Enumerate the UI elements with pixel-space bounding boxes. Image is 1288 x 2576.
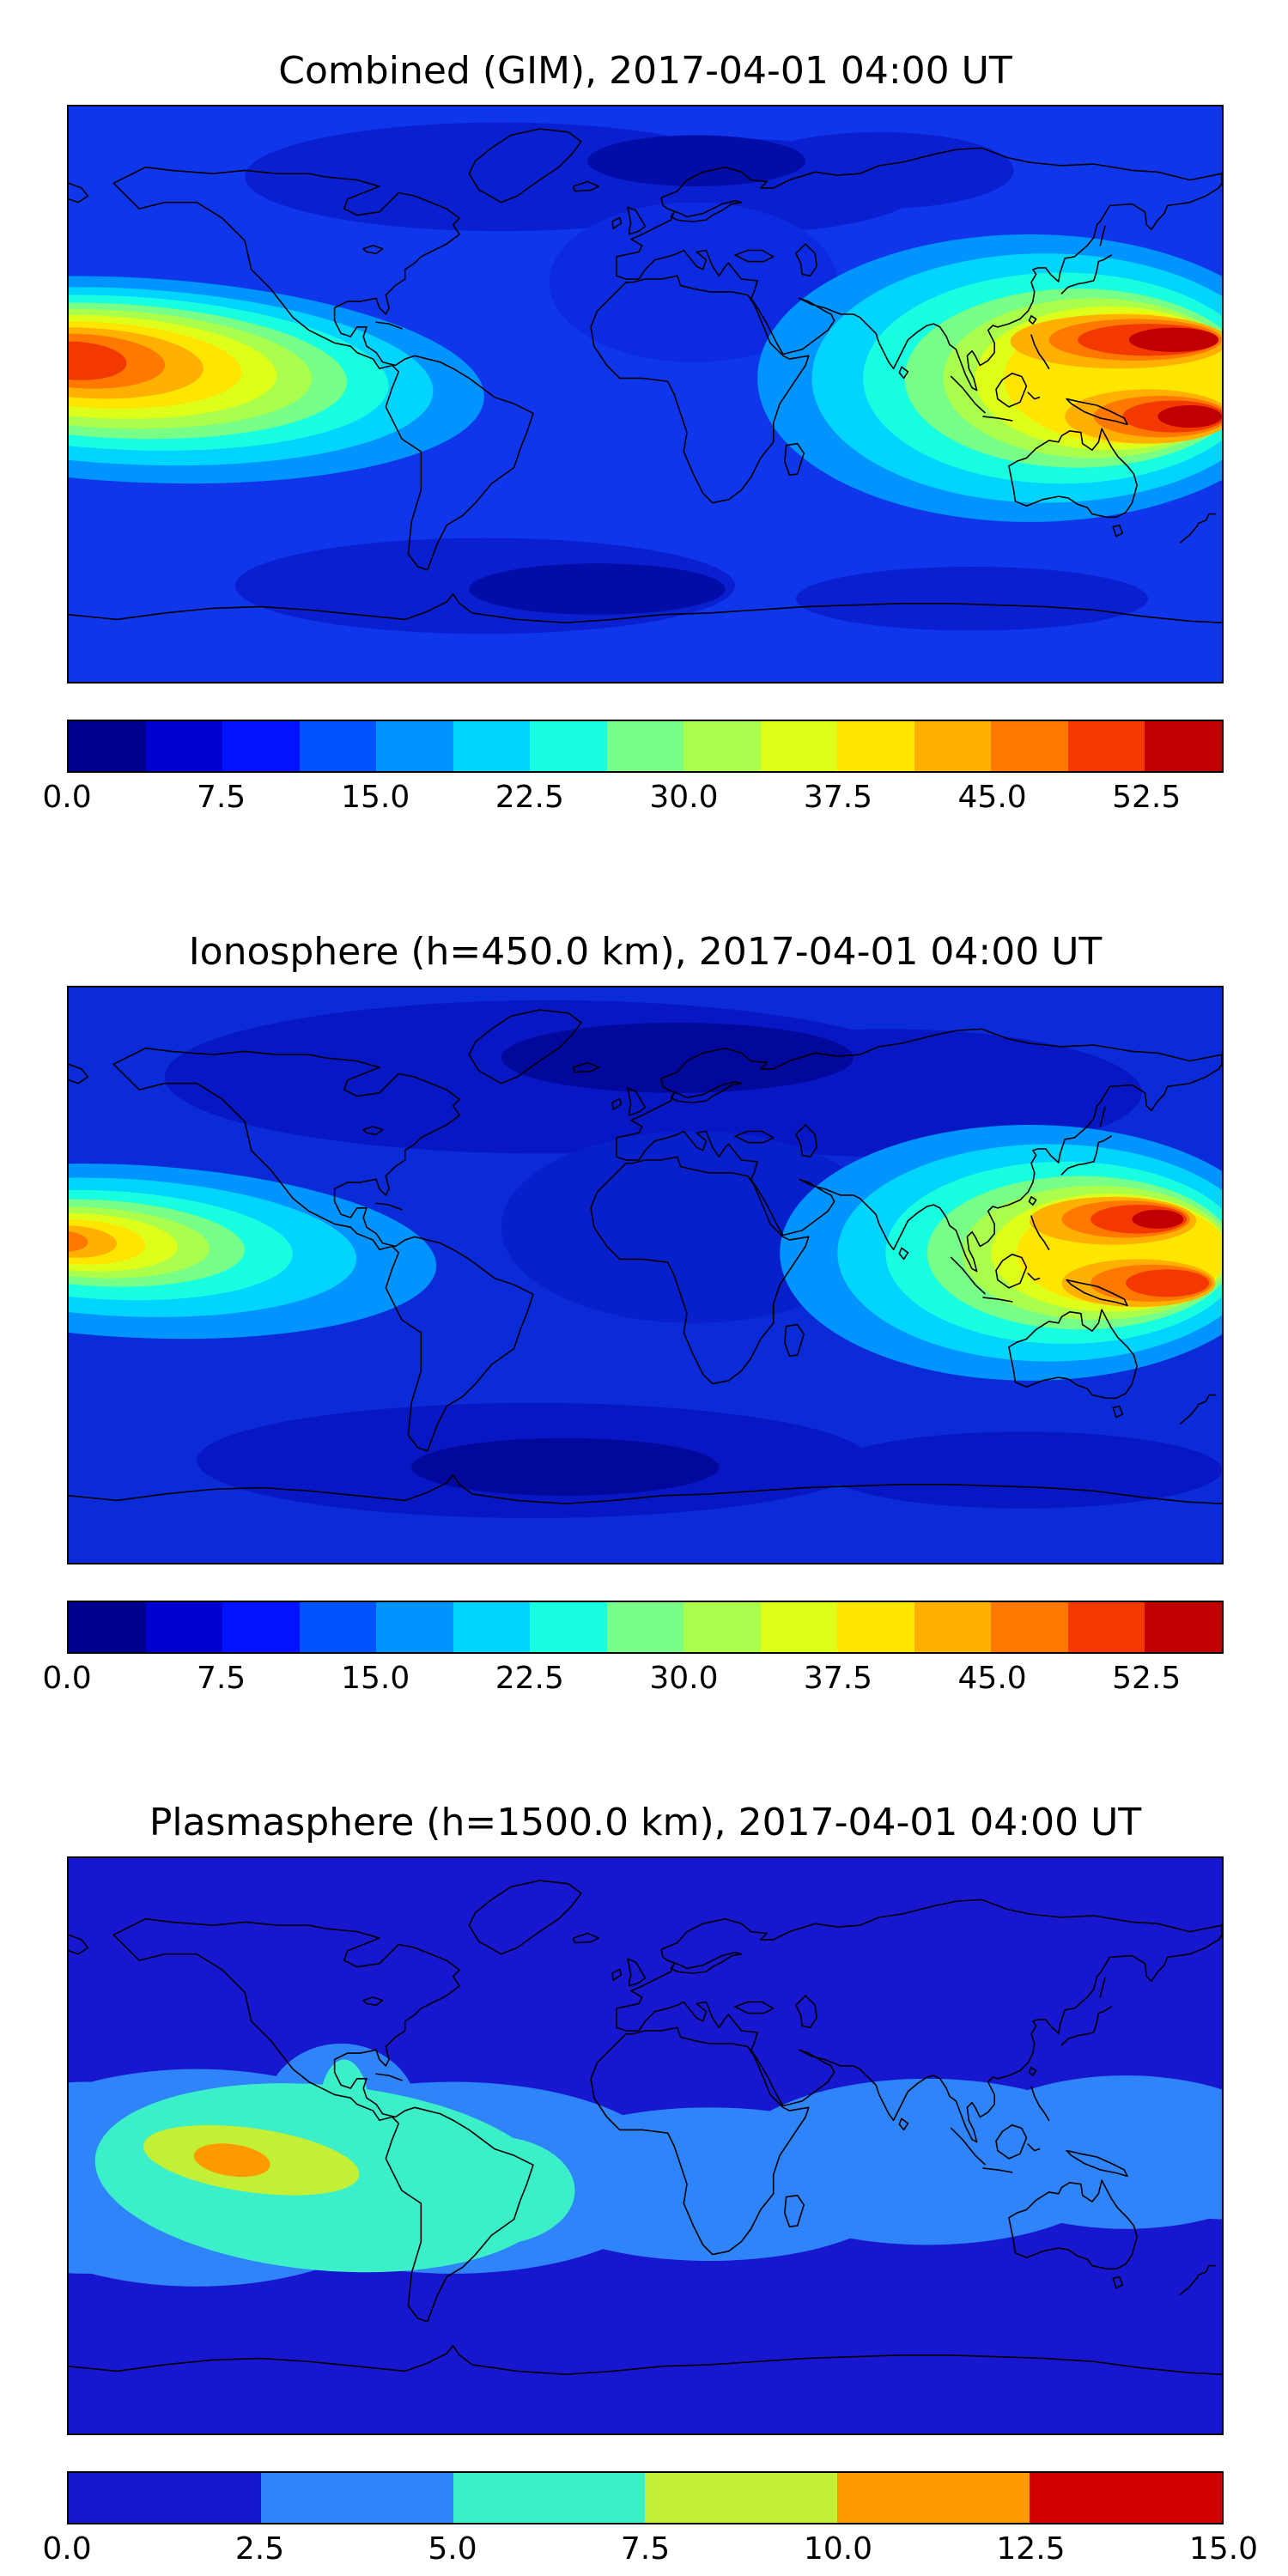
map-svg bbox=[69, 987, 1222, 1563]
colorbar-segment bbox=[453, 2473, 646, 2523]
panel-ionosphere: Ionosphere (h=450.0 km), 2017-04-01 04:0… bbox=[0, 931, 1288, 1709]
colorbar-tick-label: 52.5 bbox=[1112, 780, 1182, 815]
colorbar-segment bbox=[606, 721, 684, 771]
colorbar-segment bbox=[299, 1602, 377, 1652]
colorbar-segment bbox=[914, 1602, 992, 1652]
colorbar-tick-label: 15.0 bbox=[1188, 2531, 1259, 2567]
colorbar-segment bbox=[1145, 1602, 1222, 1652]
panel-plasmasphere: Plasmasphere (h=1500.0 km), 2017-04-01 0… bbox=[0, 1801, 1288, 2576]
colorbar-segment bbox=[837, 2473, 1030, 2523]
colorbar-tick-label: 7.5 bbox=[196, 1661, 246, 1696]
colorbar-segment bbox=[69, 2473, 261, 2523]
colorbar-tick-label: 12.5 bbox=[996, 2531, 1066, 2567]
colorbar-labels-ionosphere: 0.0 7.5 15.0 22.5 30.0 37.5 45.0 52.5 bbox=[42, 1661, 1224, 1709]
colorbar-tick-label: 0.0 bbox=[42, 1661, 92, 1696]
colorbar-segment bbox=[683, 1602, 761, 1652]
colorbar-tick-label: 7.5 bbox=[620, 2531, 671, 2567]
panel-title: Ionosphere (h=450.0 km), 2017-04-01 04:0… bbox=[188, 930, 1103, 974]
colorbar-labels-combined: 0.0 7.5 15.0 22.5 30.0 37.5 45.0 52.5 bbox=[42, 780, 1224, 828]
plasma-enhancement-south-america bbox=[94, 2059, 575, 2273]
colorbar-segment bbox=[145, 1602, 223, 1652]
colorbar-segment bbox=[376, 1602, 453, 1652]
colorbar-tick-label: 22.5 bbox=[495, 1661, 564, 1696]
colorbar-segment bbox=[69, 1602, 146, 1652]
colorbar-tick-label: 30.0 bbox=[649, 1661, 719, 1696]
colorbar-labels-plasmasphere: 0.0 2.5 5.0 7.5 10.0 12.5 15.0 bbox=[42, 2531, 1258, 2576]
world-map-combined bbox=[67, 105, 1224, 683]
colorbar-tick-label: 0.0 bbox=[42, 780, 92, 815]
colorbar-segment bbox=[1067, 1602, 1145, 1652]
low-tec-patches bbox=[164, 999, 1222, 1518]
colorbar-segment bbox=[453, 1602, 531, 1652]
colorbar-segment bbox=[837, 721, 914, 771]
panel-title: Combined (GIM), 2017-04-01 04:00 UT bbox=[278, 49, 1012, 93]
colorbar-segment bbox=[991, 1602, 1068, 1652]
colorbar-tick-label: 5.0 bbox=[428, 2531, 477, 2567]
colorbar-tick-label: 52.5 bbox=[1112, 1661, 1182, 1696]
colorbar-tick-label: 0.0 bbox=[42, 2531, 92, 2567]
tec-hotspot-dateline bbox=[69, 1163, 437, 1340]
colorbar-segment bbox=[837, 1602, 914, 1652]
colorbar-segment bbox=[222, 1602, 300, 1652]
panel-combined: Combined (GIM), 2017-04-01 04:00 UT bbox=[0, 0, 1288, 828]
colorbar-segment bbox=[1030, 2473, 1222, 2523]
colorbar-segment bbox=[299, 721, 377, 771]
colorbar-ionosphere bbox=[67, 1601, 1224, 1654]
colorbar-tick-label: 15.0 bbox=[341, 1661, 410, 1696]
colorbar-segment bbox=[991, 721, 1068, 771]
colorbar-tick-label: 30.0 bbox=[649, 780, 719, 815]
colorbar-segment bbox=[530, 721, 607, 771]
colorbar-plasmasphere bbox=[67, 2471, 1224, 2524]
colorbar-tick-label: 7.5 bbox=[196, 780, 246, 815]
colorbar-segment bbox=[260, 2473, 453, 2523]
map-svg bbox=[69, 106, 1222, 682]
colorbar-segment bbox=[145, 721, 223, 771]
colorbar-segment bbox=[683, 721, 761, 771]
colorbar-segment bbox=[376, 721, 453, 771]
colorbar-segment bbox=[914, 721, 992, 771]
map-svg bbox=[69, 1858, 1222, 2433]
colorbar-segment bbox=[222, 721, 300, 771]
colorbar-tick-label: 10.0 bbox=[803, 2531, 873, 2567]
colorbar-segment bbox=[530, 1602, 607, 1652]
colorbar-tick-label: 2.5 bbox=[234, 2531, 285, 2567]
colorbar-tick-label: 15.0 bbox=[341, 780, 410, 815]
colorbar-segment bbox=[1067, 721, 1145, 771]
colorbar-tick-label: 45.0 bbox=[957, 780, 1027, 815]
colorbar-combined bbox=[67, 720, 1224, 773]
colorbar-segment bbox=[606, 1602, 684, 1652]
colorbar-segment bbox=[69, 721, 146, 771]
world-map-plasmasphere bbox=[67, 1856, 1224, 2435]
colorbar-segment bbox=[453, 721, 531, 771]
colorbar-segment bbox=[760, 721, 838, 771]
colorbar-segment bbox=[1145, 721, 1222, 771]
panel-title: Plasmasphere (h=1500.0 km), 2017-04-01 0… bbox=[149, 1801, 1142, 1844]
colorbar-tick-label: 22.5 bbox=[495, 780, 564, 815]
colorbar-tick-label: 37.5 bbox=[803, 780, 873, 815]
colorbar-segment bbox=[760, 1602, 838, 1652]
colorbar-tick-label: 37.5 bbox=[803, 1661, 873, 1696]
tec-hotspot-west-pacific bbox=[780, 1125, 1222, 1381]
colorbar-segment bbox=[645, 2473, 838, 2523]
colorbar-tick-label: 45.0 bbox=[957, 1661, 1027, 1696]
tec-hotspot-west-pacific bbox=[757, 234, 1222, 522]
tec-hotspot-dateline bbox=[69, 276, 484, 484]
world-map-ionosphere bbox=[67, 986, 1224, 1564]
